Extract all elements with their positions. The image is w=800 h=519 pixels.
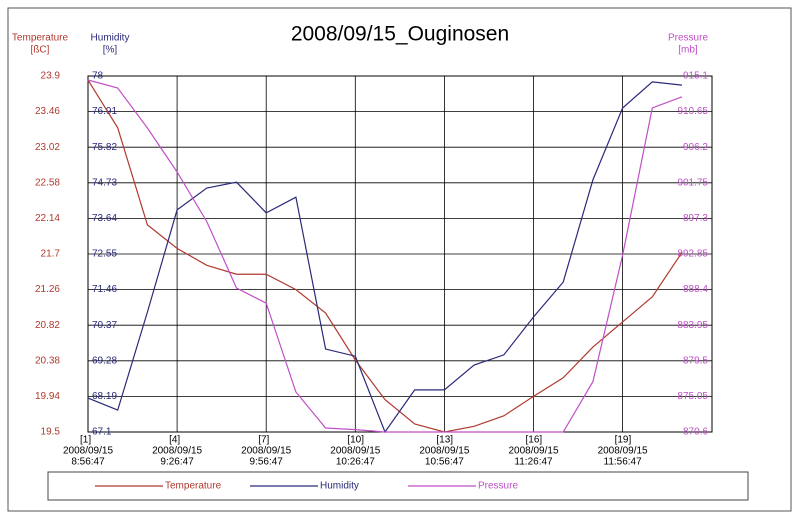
y2-tick-label: 73.64 (92, 213, 117, 224)
y3-tick-label: 897.3 (683, 213, 708, 224)
y2-tick-label: 71.46 (92, 284, 117, 295)
y3-tick-label: 888.4 (683, 284, 708, 295)
y-tick-label: 20.82 (35, 320, 60, 331)
x-tick-label: [10] (347, 435, 364, 446)
y-tick-label: 19.94 (35, 391, 60, 402)
y-tick-label: 22.14 (35, 213, 60, 224)
x-tick-label: 2008/09/15 (419, 446, 469, 457)
x-tick-label: 2008/09/15 (508, 446, 558, 457)
y3-tick-label: 883.95 (677, 320, 708, 331)
y3-axis-unit: [mb] (678, 45, 698, 56)
x-tick-label: [13] (436, 435, 453, 446)
y3-tick-label: 901.75 (677, 177, 708, 188)
x-tick-label: 2008/09/15 (152, 446, 202, 457)
x-tick-label: [4] (169, 435, 180, 446)
legend-label: Pressure (478, 481, 518, 492)
y2-tick-label: 75.82 (92, 142, 117, 153)
x-tick-label: 9:56:47 (250, 457, 284, 468)
y2-axis-unit: [%] (103, 45, 118, 56)
chart-title: 2008/09/15_Ouginosen (291, 23, 509, 46)
y2-tick-label: 68.19 (92, 391, 117, 402)
legend-label: Temperature (165, 481, 222, 492)
y-tick-label: 23.46 (35, 106, 60, 117)
x-tick-label: [19] (615, 435, 632, 446)
y3-tick-label: 892.85 (677, 249, 708, 260)
y2-tick-label: 76.91 (92, 106, 117, 117)
y-tick-label: 23.9 (41, 71, 61, 82)
y2-tick-label: 70.37 (92, 320, 117, 331)
y3-tick-label: 915.1 (683, 71, 708, 82)
y2-tick-label: 67.1 (92, 427, 112, 438)
x-tick-label: 2008/09/15 (330, 446, 380, 457)
y-tick-label: 23.02 (35, 142, 60, 153)
y2-tick-label: 72.55 (92, 249, 117, 260)
y-axis-unit: [ßC] (31, 45, 50, 56)
y3-tick-label: 906.2 (683, 142, 708, 153)
series-line (87, 79, 683, 433)
y3-tick-label: 910.65 (677, 106, 708, 117)
legend-box (47, 471, 749, 501)
series-line (87, 79, 683, 433)
x-tick-label: [16] (526, 435, 543, 446)
x-tick-label: 11:56:47 (604, 457, 643, 468)
y3-tick-label: 870.6 (683, 427, 708, 438)
x-tick-label: 10:26:47 (336, 457, 375, 468)
y2-axis-label: Humidity (91, 33, 130, 44)
frame (7, 7, 792, 512)
x-tick-label: 10:56:47 (425, 457, 464, 468)
x-tick-label: [7] (258, 435, 269, 446)
y2-tick-label: 74.73 (92, 177, 117, 188)
y-tick-label: 19.5 (41, 427, 61, 438)
x-tick-label: 2008/09/15 (63, 446, 113, 457)
x-tick-label: 2008/09/15 (598, 446, 648, 457)
y-tick-label: 22.58 (35, 177, 60, 188)
y-tick-label: 20.38 (35, 355, 60, 366)
x-tick-label: 8:56:47 (71, 457, 105, 468)
y3-tick-label: 879.5 (683, 355, 708, 366)
y3-axis-label: Pressure (668, 33, 708, 44)
x-tick-label: 2008/09/15 (241, 446, 291, 457)
y3-tick-label: 875.05 (677, 391, 708, 402)
y2-tick-label: 78 (92, 71, 104, 82)
legend-label: Humidity (320, 481, 359, 492)
y2-tick-label: 69.28 (92, 355, 117, 366)
y-tick-label: 21.26 (35, 284, 60, 295)
x-tick-label: [1] (80, 435, 91, 446)
y-tick-label: 21.7 (41, 249, 61, 260)
x-tick-label: 11:26:47 (514, 457, 553, 468)
y-axis-label: Temperature (12, 33, 69, 44)
x-tick-label: 9:26:47 (160, 457, 194, 468)
